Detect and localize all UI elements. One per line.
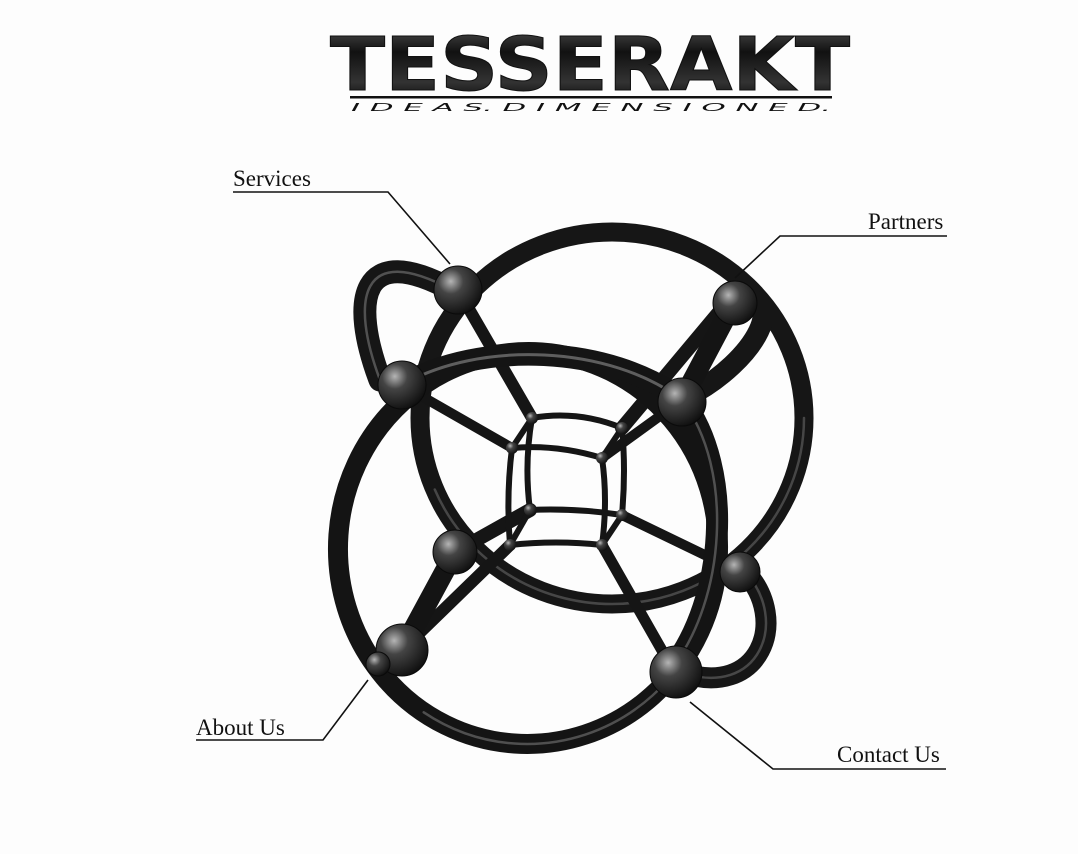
logo-tagline: I D E A S. D I M E N S I O N E D. xyxy=(351,101,831,114)
leader-lines xyxy=(196,191,947,770)
nav-link-about-us[interactable]: About Us xyxy=(196,715,285,740)
contact-leader-line xyxy=(689,701,946,770)
site-logo[interactable]: TESSERAKT I D E A S. D I M E N S I O N E… xyxy=(320,22,860,122)
nav-link-partners[interactable]: Partners xyxy=(868,209,944,234)
about-leader-line xyxy=(196,679,369,741)
tesseract-hypercube-icon xyxy=(327,222,814,754)
logo-title: TESSERAKT xyxy=(330,22,851,108)
nav-link-contact-us[interactable]: Contact Us xyxy=(837,742,940,767)
logo-underline xyxy=(350,96,832,99)
services-leader-line xyxy=(233,191,451,265)
partners-leader-line xyxy=(734,235,947,279)
logo-image: TESSERAKT I D E A S. D I M E N S I O N E… xyxy=(330,22,852,114)
nav-link-services[interactable]: Services xyxy=(233,166,311,191)
